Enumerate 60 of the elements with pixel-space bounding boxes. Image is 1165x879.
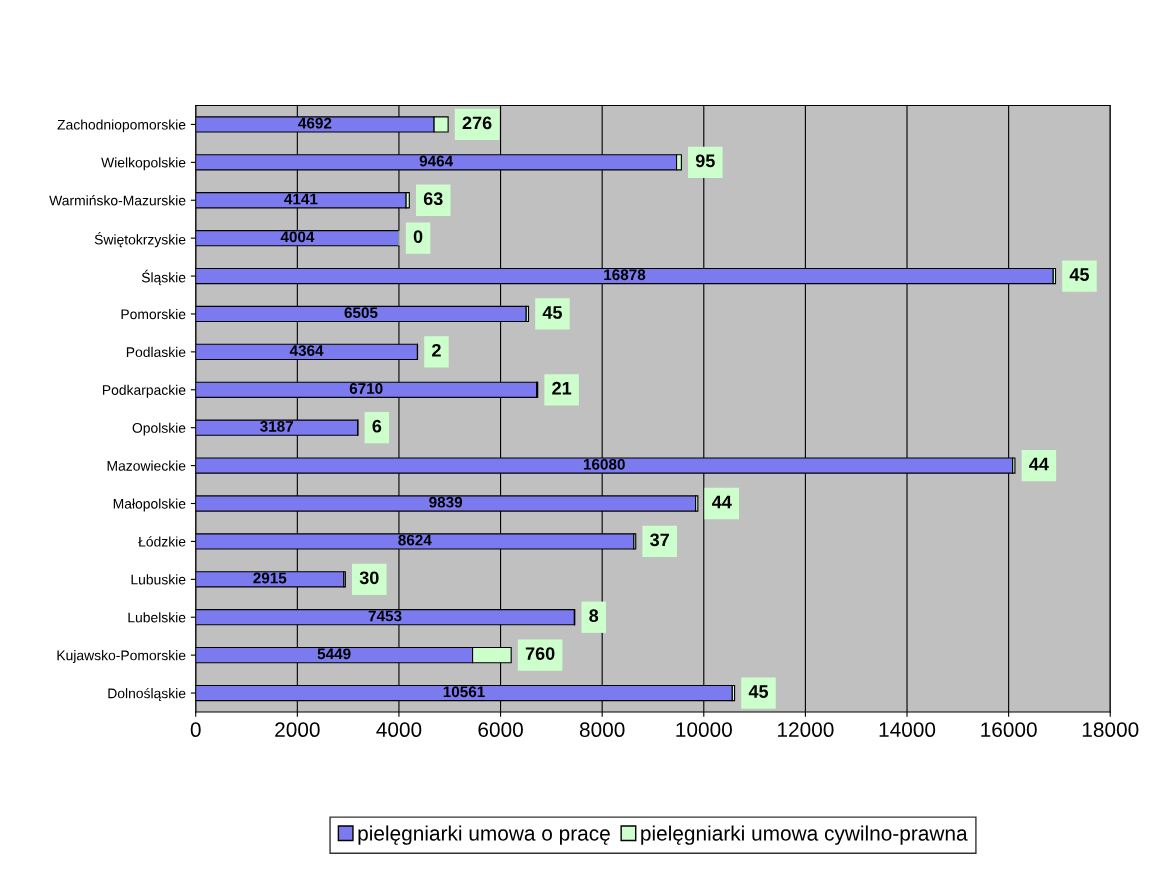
data-label: 8 [589,609,599,623]
data-label: 16878 [604,269,646,281]
data-label: 7453 [368,610,402,622]
data-label: 276 [462,116,492,130]
y-tick-label: Warmińsko-Mazurskie [49,195,186,206]
y-tick-label: Dolnośląskie [108,687,186,702]
y-tick-label: Zachodniopomorskie [57,119,186,133]
y-tick-label: Łódzkie [138,536,186,547]
data-label: 9839 [429,496,463,508]
x-tick-label: 0 [190,722,201,738]
data-label: 2 [432,343,441,357]
data-label: 95 [695,154,715,168]
x-tick-label: 10000 [676,722,732,738]
x-tick-label: 8000 [579,722,625,738]
data-label: 45 [1069,268,1089,281]
legend-label: pielęgniarki umowa o pracę [358,825,610,845]
data-label: 21 [552,381,572,395]
data-label: 45 [542,306,562,319]
data-label: 44 [1029,457,1049,471]
data-label: 4692 [298,117,332,129]
data-label: 6 [372,419,382,433]
data-label: 4364 [289,345,324,356]
x-tick-label: 14000 [879,722,936,738]
x-tick-label: 2000 [275,722,320,738]
y-tick-label: Śląskie [141,269,186,286]
data-label: 0 [413,230,423,243]
y-tick-label: Podlaskie [126,346,186,358]
data-label: 30 [359,571,379,585]
data-label: 4141 [284,193,318,205]
data-label: 760 [525,647,555,660]
y-tick-label: Lubuskie [131,574,186,585]
data-label: 5449 [317,648,351,660]
y-tick-label: Lubelskie [128,612,186,623]
data-label: 63 [423,192,443,206]
data-label: 6710 [349,383,383,394]
data-label: 45 [748,685,769,698]
y-tick-label: Pomorskie [121,308,186,320]
x-tick-label: 12000 [778,722,834,738]
y-tick-label: Małopolskie [113,498,186,512]
y-tick-label: Opolskie [132,422,186,436]
y-tick-label: Kujawsko-Pomorskie [57,650,186,664]
data-label: 3187 [260,420,293,432]
x-tick-label: 18000 [1082,722,1139,738]
y-tick-label: Świętokrzyskie [94,231,186,248]
data-label: 6505 [344,307,378,319]
data-label: 4004 [280,231,315,243]
y-tick-label: Mazowieckie [107,460,186,471]
x-tick-label: 6000 [478,722,523,738]
x-tick-label: 4000 [376,722,422,738]
data-label: 10561 [443,686,485,698]
legend-label: pielęgniarki umowa cywilno-prawna [641,825,968,845]
data-label: 16080 [583,458,625,470]
data-label: 9464 [419,155,454,167]
data-label: 8624 [398,534,432,546]
x-tick-label: 16000 [981,722,1037,738]
y-tick-label: Wielkopolskie [101,157,186,171]
y-tick-label: Podkarpackie [102,384,186,398]
data-label: 37 [650,533,669,547]
data-label: 2915 [253,572,287,584]
data-label: 44 [712,495,732,509]
